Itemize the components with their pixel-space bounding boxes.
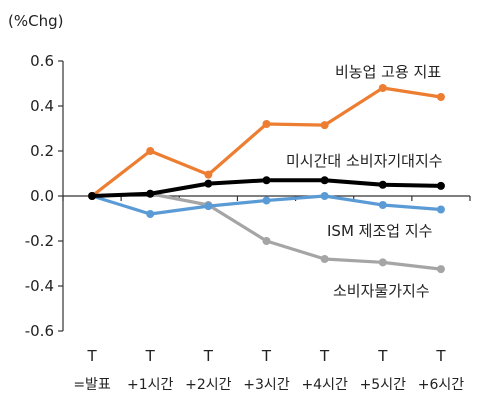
series-label: 미시간대 소비자기대지수	[286, 152, 443, 170]
x-tick-labels: T =발표 T +1시간 T +2시간 T +3시간 T +4시간 T +5시간 T +6시간	[73, 347, 464, 393]
series-label: ISM 제조업 지수	[327, 222, 432, 240]
data-point	[436, 93, 445, 101]
data-point	[436, 265, 445, 274]
x-tick-label-top: T	[319, 347, 330, 365]
x-tick-label-top: T	[261, 347, 272, 365]
x-tick-label-bottom: +1시간	[127, 377, 174, 393]
data-point	[204, 170, 213, 179]
series-2	[88, 192, 445, 218]
data-point	[378, 180, 387, 189]
y-tick-label: 0.2	[30, 142, 54, 160]
x-tick-label-bottom: +5시간	[360, 377, 407, 393]
y-tick-label: 0.4	[30, 97, 54, 115]
series-layer	[88, 84, 445, 274]
y-tick-label: -0.4	[25, 277, 54, 295]
x-tick-label-top: T	[377, 347, 388, 365]
data-point	[378, 201, 387, 209]
data-point	[204, 202, 213, 211]
x-tick-label-bottom: +6시간	[418, 377, 465, 393]
x-tick-label-top: T	[145, 347, 156, 365]
y-tick-labels: 0.6 0.4 0.2 0.0 -0.2 -0.4 -0.6	[25, 52, 54, 340]
series-1	[88, 176, 445, 200]
y-tick-label: 0.0	[30, 187, 54, 205]
series-label: 소비자물가지수	[333, 282, 430, 300]
y-tick-label: 0.6	[30, 52, 54, 70]
data-point	[88, 192, 97, 200]
y-axis-title: (%Chg)	[8, 12, 63, 30]
x-tick-label-bottom: +3시간	[243, 377, 290, 393]
data-point	[262, 196, 271, 205]
x-tick-label-bottom: +2시간	[185, 377, 232, 393]
x-tick-label-top: T	[86, 347, 97, 365]
x-tick-label-bottom: +4시간	[301, 377, 348, 393]
data-point	[146, 189, 155, 198]
x-tick-label-top: T	[435, 347, 446, 365]
data-point	[436, 181, 445, 190]
data-point	[378, 258, 387, 267]
x-tick-label-top: T	[203, 347, 214, 365]
data-point	[378, 84, 387, 92]
data-point	[204, 179, 213, 188]
data-point	[320, 192, 329, 200]
y-tick-label: -0.2	[25, 232, 54, 250]
data-point	[262, 176, 271, 185]
data-point	[262, 237, 271, 245]
data-point	[436, 205, 445, 214]
data-point	[262, 120, 271, 128]
data-point	[320, 121, 329, 130]
data-point	[146, 210, 155, 218]
data-point	[146, 147, 155, 155]
data-point	[320, 176, 329, 185]
x-tick-label-bottom: =발표	[73, 377, 111, 393]
series-label: 비농업 고용 지표	[335, 63, 441, 81]
y-tick-label: -0.6	[25, 322, 54, 340]
data-point	[320, 255, 329, 263]
